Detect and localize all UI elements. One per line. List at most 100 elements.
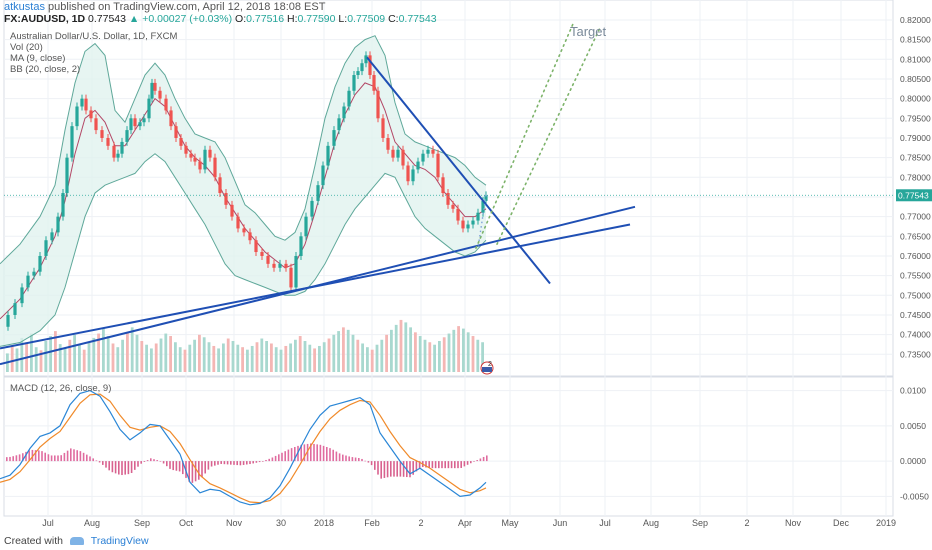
- candle-body: [193, 157, 197, 162]
- volume-bar: [346, 329, 350, 372]
- macd-histogram-bar: [313, 443, 315, 462]
- candle-body: [360, 63, 364, 72]
- volume-bar: [102, 328, 105, 372]
- macd-histogram-bar: [438, 461, 440, 469]
- macd-histogram-bar: [127, 461, 130, 475]
- candle-body: [411, 169, 415, 182]
- macd-histogram-bar: [335, 451, 338, 462]
- macd-histogram-bar: [457, 461, 459, 469]
- candle-body: [147, 98, 151, 119]
- last-price: 0.77543: [88, 13, 126, 25]
- volume-bar: [231, 341, 235, 372]
- x-tick-label: 2019: [876, 518, 896, 528]
- volume-bar: [270, 343, 273, 372]
- candle-body: [224, 193, 228, 205]
- macd-histogram-bar: [220, 461, 222, 464]
- volume-bar: [298, 336, 302, 372]
- macd-histogram-bar: [12, 456, 14, 462]
- candle-body: [189, 153, 193, 158]
- macd-histogram-bar: [198, 461, 200, 480]
- volume-bar: [313, 348, 316, 372]
- candle-body: [20, 287, 24, 304]
- candle-body: [100, 130, 104, 138]
- candle-body: [248, 232, 252, 241]
- macd-histogram-bar: [425, 461, 427, 468]
- candle-body: [364, 55, 368, 64]
- price-y-tick-label: 0.79500: [900, 113, 931, 123]
- volume-bar: [284, 345, 288, 372]
- macd-histogram-bar: [399, 461, 402, 477]
- bollinger-bands: [0, 35, 487, 347]
- macd-histogram-bar: [182, 461, 184, 475]
- candle-body: [342, 106, 346, 119]
- macd-histogram-bar: [326, 447, 328, 462]
- macd-histogram-bar: [9, 456, 11, 462]
- candle-body: [278, 263, 282, 268]
- candle-body: [164, 98, 168, 111]
- volume-bar: [452, 329, 456, 372]
- volume-bar: [366, 347, 369, 372]
- macd-histogram-bar: [86, 454, 88, 462]
- volume-bar: [87, 342, 91, 372]
- macd-line: [0, 389, 487, 506]
- candle-body: [32, 271, 36, 276]
- price-series: [0, 51, 893, 331]
- volume-bar: [481, 342, 484, 372]
- price-y-tick-label: 0.80000: [900, 94, 931, 104]
- candle-body: [294, 255, 298, 288]
- macd-histogram-bar: [390, 461, 392, 477]
- candle-body: [13, 303, 17, 315]
- macd-histogram-bar: [470, 461, 472, 464]
- candle-body: [120, 141, 124, 154]
- macd-histogram-bar: [290, 448, 293, 462]
- macd-histogram-bar: [271, 457, 274, 462]
- macd-histogram-bar: [284, 451, 286, 462]
- x-tick-label: 2: [418, 518, 423, 528]
- volume-bar: [476, 339, 480, 372]
- candle-body: [116, 153, 120, 158]
- macd-histogram-bar: [143, 461, 146, 462]
- volume-bar: [255, 342, 259, 372]
- volume-bar: [135, 334, 139, 372]
- author-link[interactable]: atkustas: [4, 1, 45, 13]
- candle-body: [65, 157, 69, 194]
- macd-histogram-bar: [146, 460, 149, 462]
- ohlc-line: FX:AUDUSD, 1D 0.77543 ▲ +0.00027 (+0.03%…: [4, 13, 437, 25]
- macd-histogram-bar: [233, 461, 235, 465]
- candle-body: [466, 224, 470, 229]
- candle-body: [421, 153, 425, 162]
- symbol-label: FX:AUDUSD, 1D: [4, 13, 86, 25]
- candle-body: [347, 90, 351, 107]
- macd-histogram-bar: [28, 450, 30, 462]
- candle-body: [61, 193, 65, 217]
- candle-body: [310, 200, 314, 217]
- macd-histogram-bar: [6, 457, 8, 462]
- macd-histogram-bar: [380, 461, 382, 479]
- candle-body: [436, 153, 440, 178]
- volume-bar: [97, 333, 100, 372]
- x-tick-label: May: [501, 518, 519, 528]
- tradingview-link[interactable]: TradingView: [90, 535, 149, 547]
- macd-histogram-bar: [47, 454, 50, 462]
- macd-series: [0, 389, 488, 506]
- macd-histogram-bar: [338, 453, 341, 462]
- candle-body: [451, 204, 455, 209]
- candle-body: [272, 263, 276, 268]
- price-y-tick-label: 0.80500: [900, 74, 931, 84]
- macd-histogram-bar: [354, 457, 357, 462]
- price-y-tick-label: 0.74000: [900, 330, 931, 340]
- macd-histogram-bar: [377, 461, 379, 475]
- volume-bar: [418, 336, 422, 372]
- volume-bar: [188, 344, 192, 372]
- macd-histogram-bar: [66, 450, 69, 462]
- x-tick-label: 30: [276, 518, 286, 528]
- candle-body: [456, 208, 460, 221]
- candle-body: [304, 216, 308, 237]
- macd-histogram-bar: [281, 452, 283, 462]
- macd-histogram-bar: [316, 444, 318, 462]
- volume-bar: [356, 339, 360, 372]
- volume-bar: [73, 334, 76, 372]
- x-tick-label: Sep: [692, 518, 708, 528]
- macd-histogram-bar: [178, 461, 181, 472]
- macd-histogram-bar: [121, 461, 123, 476]
